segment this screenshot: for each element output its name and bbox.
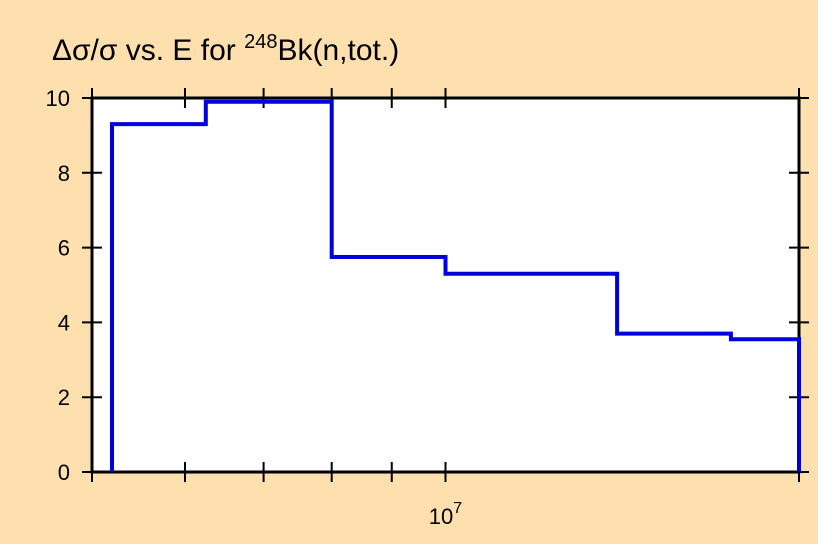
chart-title-prefix: Δσ/σ vs. E for	[52, 34, 244, 67]
series-line	[110, 99, 801, 472]
x-tick-label-exponent: 7	[453, 500, 462, 517]
chart-title-suffix: Bk(n,tot.)	[277, 34, 399, 67]
y-tick-label: 0	[58, 460, 70, 485]
y-tick-label: 8	[58, 161, 70, 186]
x-axis: 107	[91, 88, 800, 529]
y-tick-label: 2	[58, 385, 70, 410]
chart-title: Δσ/σ vs. E for 248Bk(n,tot.)	[52, 31, 399, 67]
plot-area	[90, 96, 801, 474]
y-tick-label: 6	[58, 236, 70, 261]
chart-title-superscript: 248	[244, 31, 277, 53]
y-tick-label: 10	[46, 86, 70, 111]
x-tick-label: 107	[429, 500, 462, 529]
x-tick-label-base: 10	[429, 504, 453, 529]
y-tick-label: 4	[58, 310, 70, 335]
